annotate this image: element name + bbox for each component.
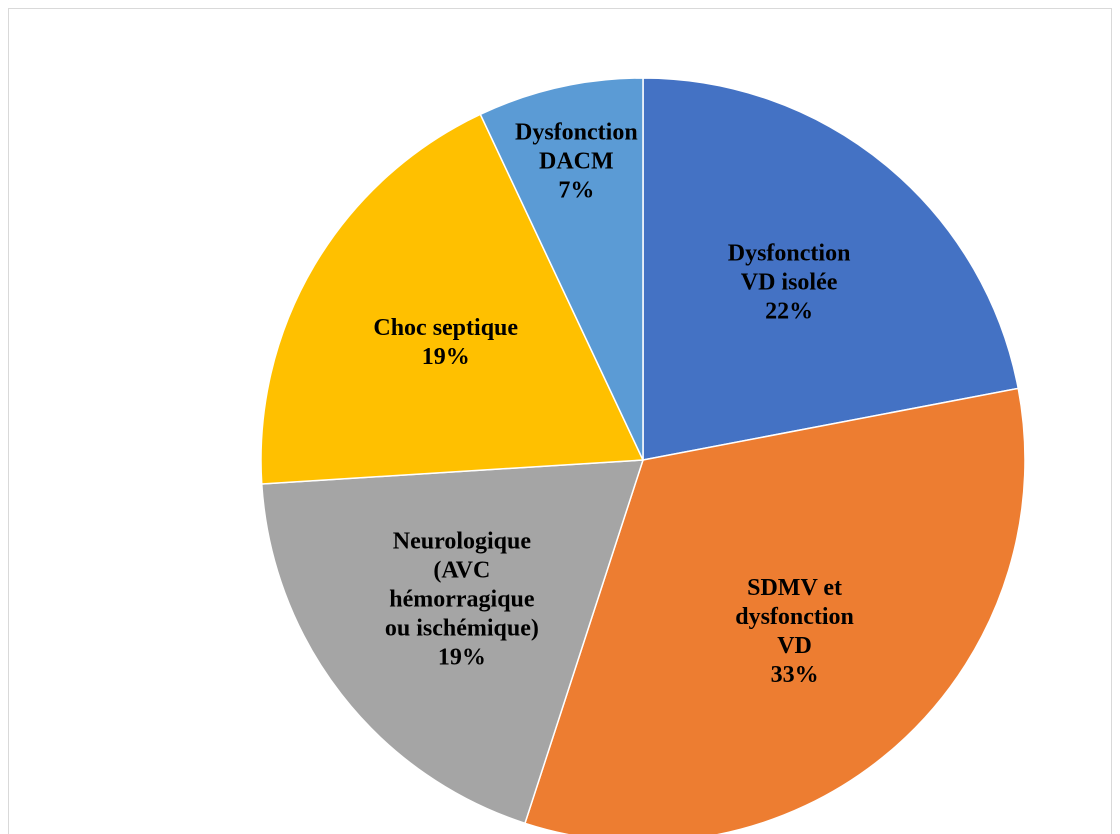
pie-slice bbox=[260, 459, 645, 825]
value-label: 19% bbox=[421, 344, 470, 371]
category-label: Neurologique (AVC hémorragique ou ischém… bbox=[384, 528, 539, 642]
category-label: Choc septique bbox=[373, 315, 519, 342]
value-label: 22% bbox=[765, 298, 814, 325]
category-label: Dysfonction DACM bbox=[514, 119, 638, 175]
category-label: SDMV et dysfonction VD bbox=[735, 574, 854, 659]
pie-slice bbox=[524, 387, 1026, 834]
pie-slice bbox=[642, 77, 1020, 461]
value-label: 19% bbox=[437, 644, 486, 671]
pie-slice bbox=[260, 113, 645, 485]
value-label: 7% bbox=[558, 177, 595, 204]
pie-slice bbox=[479, 77, 644, 461]
slice-label: SDMV et dysfonction VD 33% bbox=[735, 574, 854, 690]
slice-label: Dysfonction VD isolée 22% bbox=[728, 240, 851, 327]
slice-label: Neurologique (AVC hémorragique ou ischém… bbox=[385, 528, 539, 673]
chart-frame bbox=[8, 8, 1112, 834]
slice-label: Choc septique 19% bbox=[373, 314, 518, 372]
value-label: 33% bbox=[770, 661, 819, 688]
slice-label: Dysfonction DACM 7% bbox=[515, 118, 638, 205]
category-label: Dysfonction VD isolée bbox=[727, 240, 851, 296]
